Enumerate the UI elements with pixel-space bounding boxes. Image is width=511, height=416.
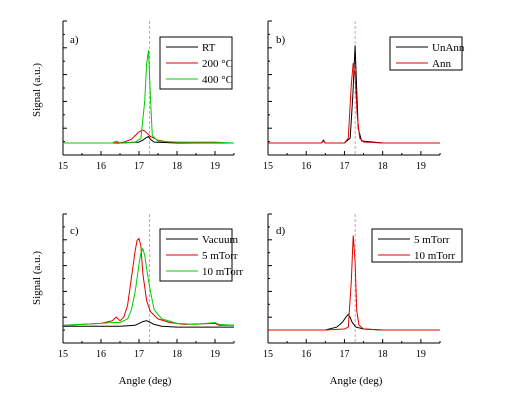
panel-d: 15 16 17 18 19 d) 5 mTorr 10 mTorr [263, 213, 463, 360]
x-tick-label: 15 [58, 161, 68, 172]
series-line-10-mtorr [62, 247, 235, 326]
panel-b: 15 16 17 18 19 b) UnAnn Ann [263, 20, 465, 172]
x-tick-label: 16 [301, 161, 311, 172]
series-line-5-mtorr [268, 313, 440, 331]
x-tick-label: 16 [96, 161, 106, 172]
legend-box [371, 228, 463, 263]
x-tick-label: 19 [210, 349, 220, 360]
legend-label: 5 mTorr [414, 234, 450, 246]
series-line-ann [268, 62, 440, 144]
x-tick-label: 16 [301, 349, 311, 360]
x-axis-label-left: Angle (deg) [119, 375, 172, 387]
legend-label: 400 °C [202, 74, 233, 86]
panel-letter: d) [276, 225, 286, 237]
x-tick-label: 19 [416, 349, 426, 360]
panel-c: 15 16 17 18 19 c) Vacuum 5 mTorr 10 mTorr [58, 213, 243, 360]
x-tick-label: 18 [172, 349, 182, 360]
panel-letter: b) [276, 34, 286, 46]
x-tick-label: 17 [339, 349, 349, 360]
x-tick-label: 18 [172, 161, 182, 172]
x-tick-label: 18 [378, 161, 388, 172]
x-tick-label: 15 [58, 349, 68, 360]
legend-label: Vacuum [202, 234, 238, 246]
x-tick-label: 16 [96, 349, 106, 360]
x-tick-label: 19 [416, 161, 426, 172]
panel-letter: a) [70, 34, 79, 46]
panel-letter: c) [70, 225, 79, 237]
x-tick-label: 15 [263, 161, 273, 172]
legend-label: Ann [432, 58, 451, 70]
x-tick-label: 19 [210, 161, 220, 172]
series-line-unann [268, 45, 440, 144]
x-axis-label-right: Angle (deg) [330, 375, 383, 387]
legend-box [389, 36, 463, 71]
series-line-vacuum [63, 320, 234, 328]
legend-label: 10 mTorr [202, 266, 243, 278]
x-tick-label: 17 [134, 161, 144, 172]
legend-label: 10 mTorr [414, 250, 455, 262]
legend-label: 200 °C [202, 58, 233, 70]
x-tick-label: 17 [339, 161, 349, 172]
legend-label: UnAnn [432, 42, 465, 54]
panel-a: 15 16 17 18 19 a) RT 200 °C 400 °C [58, 20, 235, 172]
x-tick-label: 15 [263, 349, 273, 360]
series-line-400-c [63, 50, 235, 144]
series-line-10-mtorr [268, 235, 440, 331]
x-tick-label: 18 [378, 349, 388, 360]
y-axis-label-bottom: Signal (a.u.) [31, 251, 43, 305]
x-tick-label: 17 [134, 349, 144, 360]
legend-label: RT [202, 42, 216, 54]
legend-label: 5 mTorr [202, 250, 238, 262]
y-axis-label-top: Signal (a.u.) [31, 63, 43, 117]
